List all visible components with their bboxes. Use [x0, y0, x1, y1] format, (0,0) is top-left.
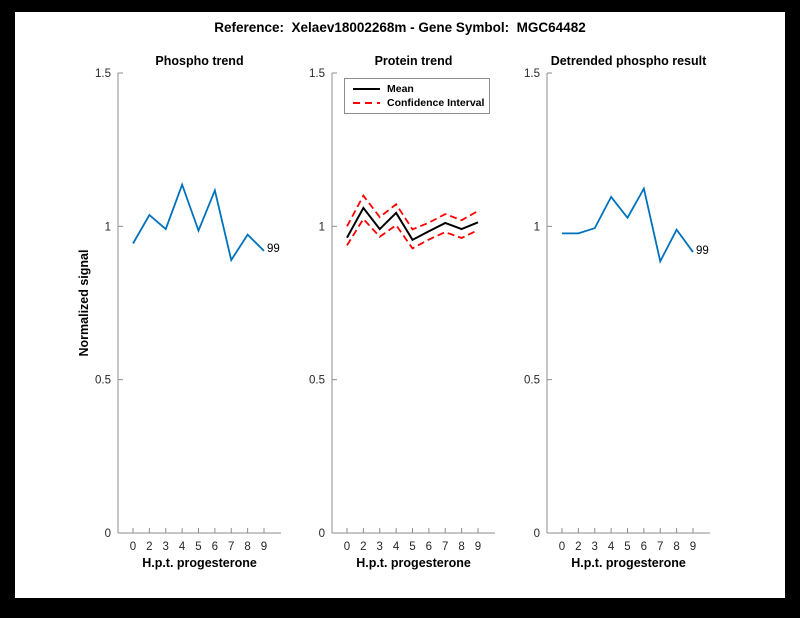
legend-item-mean: Mean — [353, 82, 489, 96]
series-end-annotation: 99 — [267, 243, 280, 255]
x-tick-label: 5 — [624, 541, 630, 553]
y-tick-label: 1 — [534, 221, 540, 233]
y-tick-label: 0 — [319, 528, 325, 540]
x-tick-label: 4 — [393, 541, 400, 553]
x-tick-label: 2 — [146, 541, 152, 553]
x-tick-label: 7 — [657, 541, 663, 553]
x-tick-label: 6 — [212, 541, 218, 553]
y-tick-label: 1.5 — [95, 68, 111, 80]
data-line-confidence-interval-lower — [346, 217, 479, 250]
legend-label-confidence-interval: Confidence Interval — [387, 97, 485, 109]
figure-suptitle: Reference: Xelaev18002268m - Gene Symbol… — [214, 20, 586, 35]
y-tick-label: 1 — [105, 221, 111, 233]
x-tick-label: 9 — [261, 541, 267, 553]
subplot-title-phospho-trend: Phospho trend — [155, 54, 244, 68]
x-tick-label: 3 — [377, 541, 383, 553]
x-tick-label: 9 — [690, 541, 696, 553]
x-tick-label: 0 — [559, 541, 565, 553]
x-tick-label: 2 — [360, 541, 366, 553]
data-line-detrended-phospho-signal — [562, 186, 694, 264]
y-tick-label: 1 — [319, 221, 325, 233]
data-line-mean — [346, 206, 479, 242]
x-tick-label: 3 — [163, 541, 169, 553]
x-tick-label: 7 — [442, 541, 448, 553]
confidence-interval-line-sample — [353, 102, 380, 104]
x-axis-label: H.p.t. progesterone — [571, 556, 686, 570]
y-tick-label: 0.5 — [524, 375, 540, 387]
series-end-annotation: 99 — [696, 245, 709, 257]
x-tick-label: 4 — [608, 541, 615, 553]
detrended-result-plot: 00.511.50 2 3 4 5 6 7 8 9 — [524, 68, 710, 553]
x-tick-label: 8 — [244, 541, 250, 553]
data-line-phospho-signal — [132, 181, 265, 263]
x-tick-label: 0 — [344, 541, 350, 553]
data-line-confidence-interval-upper — [346, 194, 479, 231]
x-tick-label: 3 — [592, 541, 598, 553]
y-tick-label: 0.5 — [309, 375, 325, 387]
subplot-title-detrended-result: Detrended phospho result — [550, 54, 707, 68]
legend-item-confidence-interval: Confidence Interval — [353, 96, 489, 110]
x-tick-label: 8 — [673, 541, 679, 553]
legend-label-mean: Mean — [387, 83, 414, 95]
y-tick-label: 1.5 — [309, 68, 325, 80]
x-tick-label: 5 — [195, 541, 201, 553]
legend-box: Mean Confidence Interval — [344, 78, 490, 114]
x-tick-label: 8 — [458, 541, 464, 553]
y-tick-label: 0 — [105, 528, 111, 540]
subplot-title-protein-trend: Protein trend — [374, 54, 453, 68]
x-tick-label: 5 — [409, 541, 415, 553]
x-tick-label: 2 — [575, 541, 581, 553]
x-tick-label: 9 — [475, 541, 481, 553]
x-tick-label: 7 — [228, 541, 234, 553]
mean-line-sample — [353, 88, 380, 90]
x-tick-label: 4 — [179, 541, 186, 553]
x-axis-label: H.p.t. progesterone — [356, 556, 471, 570]
phospho-trend-plot: 00.511.50 2 3 4 5 6 7 8 9 — [95, 68, 281, 553]
x-tick-label: 0 — [130, 541, 136, 553]
y-tick-label: 0 — [534, 528, 540, 540]
protein-trend-plot: 00.511.50 2 3 4 5 6 7 8 9 — [309, 68, 495, 553]
y-tick-label: 0.5 — [95, 375, 111, 387]
x-tick-label: 6 — [426, 541, 432, 553]
x-tick-label: 6 — [641, 541, 647, 553]
y-tick-label: 1.5 — [524, 68, 540, 80]
x-axis-label: H.p.t. progesterone — [142, 556, 257, 570]
